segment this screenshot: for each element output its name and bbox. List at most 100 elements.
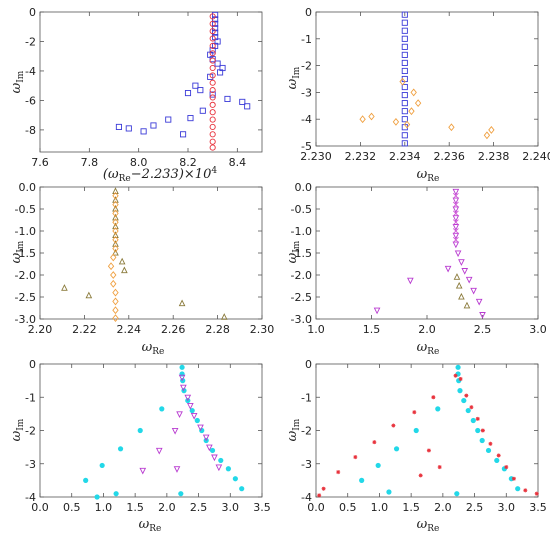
x-tick-label: 2.5 (466, 501, 484, 514)
triangle-down-point (452, 241, 460, 249)
y-tick-label: -0.5 (15, 203, 36, 216)
disk-point (159, 406, 165, 412)
y-tick-label: -2 (301, 425, 312, 438)
triangle-up-point (455, 281, 463, 289)
star-point (426, 448, 431, 453)
square-point (209, 91, 216, 98)
x-tick-label: 2.0 (434, 501, 452, 514)
square-point (212, 20, 219, 27)
circle-point (209, 35, 216, 42)
x-tick-label: 2.5 (474, 323, 492, 336)
star-point (353, 455, 358, 460)
triangle-down-point (452, 197, 460, 205)
disk-point (137, 427, 143, 434)
disk-point (117, 446, 124, 452)
star-point (480, 428, 485, 433)
disk-point (239, 486, 245, 492)
disk-point (94, 494, 100, 500)
triangle-down-point (180, 384, 187, 392)
disk-point (375, 462, 381, 469)
square-point (401, 27, 408, 34)
x-tick-label: 0.0 (307, 501, 325, 514)
square-point (401, 132, 408, 139)
cross-point (452, 228, 459, 234)
y-axis-label: ωIm​ (285, 66, 302, 89)
star-point (336, 470, 341, 475)
y-axis-label: ωIm​ (285, 418, 302, 441)
x-tick-label: 2.28 (205, 323, 230, 336)
triangle-down-point (470, 287, 477, 295)
circle-point (209, 72, 216, 79)
y-tick-label: -3 (301, 458, 312, 471)
x-tick-label: 2.232 (345, 150, 377, 163)
x-tick-label: 8.0 (130, 156, 148, 169)
x-axis-label: ωRe​ (417, 517, 440, 534)
y-tick-label: -2.5 (291, 291, 312, 304)
triangle-down-point (176, 411, 183, 418)
triangle-down-point (206, 444, 213, 452)
circle-point (209, 109, 216, 116)
y-tick-label: -2.5 (15, 291, 36, 304)
star-point (496, 453, 501, 458)
disk-point (454, 491, 460, 497)
star-point (391, 423, 396, 428)
y-tick-label: 0 (305, 6, 312, 19)
x-tick-label: 1.0 (95, 501, 113, 514)
x-tick-label: 1.5 (363, 323, 381, 336)
x-tick-label: 0.5 (63, 501, 81, 514)
y-tick-label: -6 (25, 94, 36, 107)
star-point (418, 473, 423, 478)
triangle-down-point (452, 224, 460, 231)
y-axis-label: ωIm​ (285, 240, 302, 263)
circle-point (209, 87, 216, 94)
square-point (214, 60, 221, 67)
triangle-down-point (452, 188, 460, 196)
diamond-point (359, 115, 366, 124)
disk-point (189, 407, 195, 414)
x-tick-label: 3.0 (529, 323, 547, 336)
x-tick-label: 3.5 (253, 501, 271, 514)
plot-frame (315, 363, 539, 498)
x-tick-label: 2.238 (478, 150, 510, 163)
disk-point (99, 462, 105, 469)
circle-point (209, 79, 216, 86)
disk-point (485, 447, 492, 454)
x-tick-label: 2.230 (300, 150, 332, 163)
triangle-up-point (118, 257, 126, 265)
y-tick-label: -3.0 (15, 313, 36, 326)
x-tick-label: 1.5 (402, 501, 420, 514)
star-point (488, 441, 493, 446)
square-point (401, 92, 408, 99)
triangle-down-point (452, 232, 460, 240)
triangle-up-point (112, 240, 119, 247)
y-tick-label: -1.0 (291, 225, 312, 238)
star-point (437, 465, 442, 470)
y-tick-label: -2 (25, 35, 36, 48)
disk-point (461, 397, 467, 404)
plot-frame (39, 11, 263, 153)
y-tick-label: -0.5 (291, 203, 312, 216)
circle-point (209, 57, 216, 64)
triangle-down-point (454, 250, 462, 258)
triangle-down-point (186, 403, 194, 410)
x-tick-label: 2.20 (28, 323, 53, 336)
x-tick-label: 8.2 (179, 156, 197, 169)
y-tick-label: -8 (25, 124, 36, 137)
square-point (125, 125, 132, 132)
star-point (475, 416, 480, 421)
circle-point (209, 101, 216, 108)
x-tick-label: 3.5 (529, 501, 547, 514)
diamond-point (448, 123, 455, 132)
triangle-up-point (112, 204, 119, 212)
square-point (180, 131, 187, 138)
triangle-down-point (475, 298, 483, 306)
x-tick-label: 3.0 (498, 501, 516, 514)
triangle-up-point (112, 196, 119, 203)
star-point (321, 486, 326, 491)
circle-point (209, 13, 216, 20)
y-tick-label: -4 (301, 113, 312, 126)
panel-6: 0.0 0.5 1.0 1.5 2.0 2.5 3.0 3.5 0 -1 -2 -3 -4 ωRe​ ωIm… (285, 358, 547, 534)
disk-point (225, 466, 231, 472)
star-point (317, 493, 322, 498)
disk-point (113, 491, 119, 497)
